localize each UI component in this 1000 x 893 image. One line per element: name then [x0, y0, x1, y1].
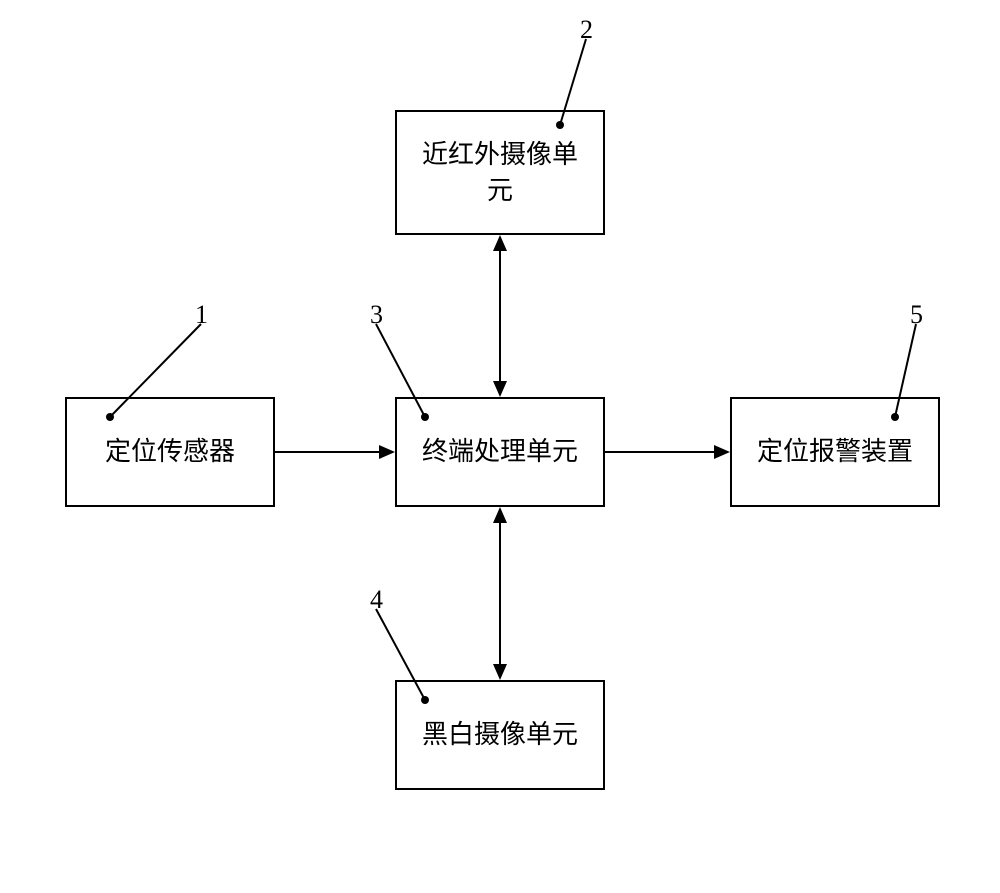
callout-number-1: 1	[195, 300, 208, 330]
node-positioning-alarm-device: 定位报警装置	[730, 397, 940, 507]
callout-number-3: 3	[370, 300, 383, 330]
node-terminal-processing-unit: 终端处理单元	[395, 397, 605, 507]
node-bw-camera-unit: 黑白摄像单元	[395, 680, 605, 790]
node-label: 黑白摄像单元	[422, 717, 578, 752]
node-label: 定位报警装置	[757, 434, 913, 469]
node-nir-camera-unit: 近红外摄像单元	[395, 110, 605, 235]
callout-number-2: 2	[580, 15, 593, 45]
callout-number-4: 4	[370, 585, 383, 615]
node-positioning-sensor: 定位传感器	[65, 397, 275, 507]
node-label: 近红外摄像单元	[422, 137, 578, 207]
node-label: 终端处理单元	[422, 434, 578, 469]
callout-number-5: 5	[910, 300, 923, 330]
node-label: 定位传感器	[105, 434, 235, 469]
diagram-canvas: 定位传感器 1 近红外摄像单元 2 终端处理单元 3 黑白摄像单元 4 定位报警…	[0, 0, 1000, 893]
